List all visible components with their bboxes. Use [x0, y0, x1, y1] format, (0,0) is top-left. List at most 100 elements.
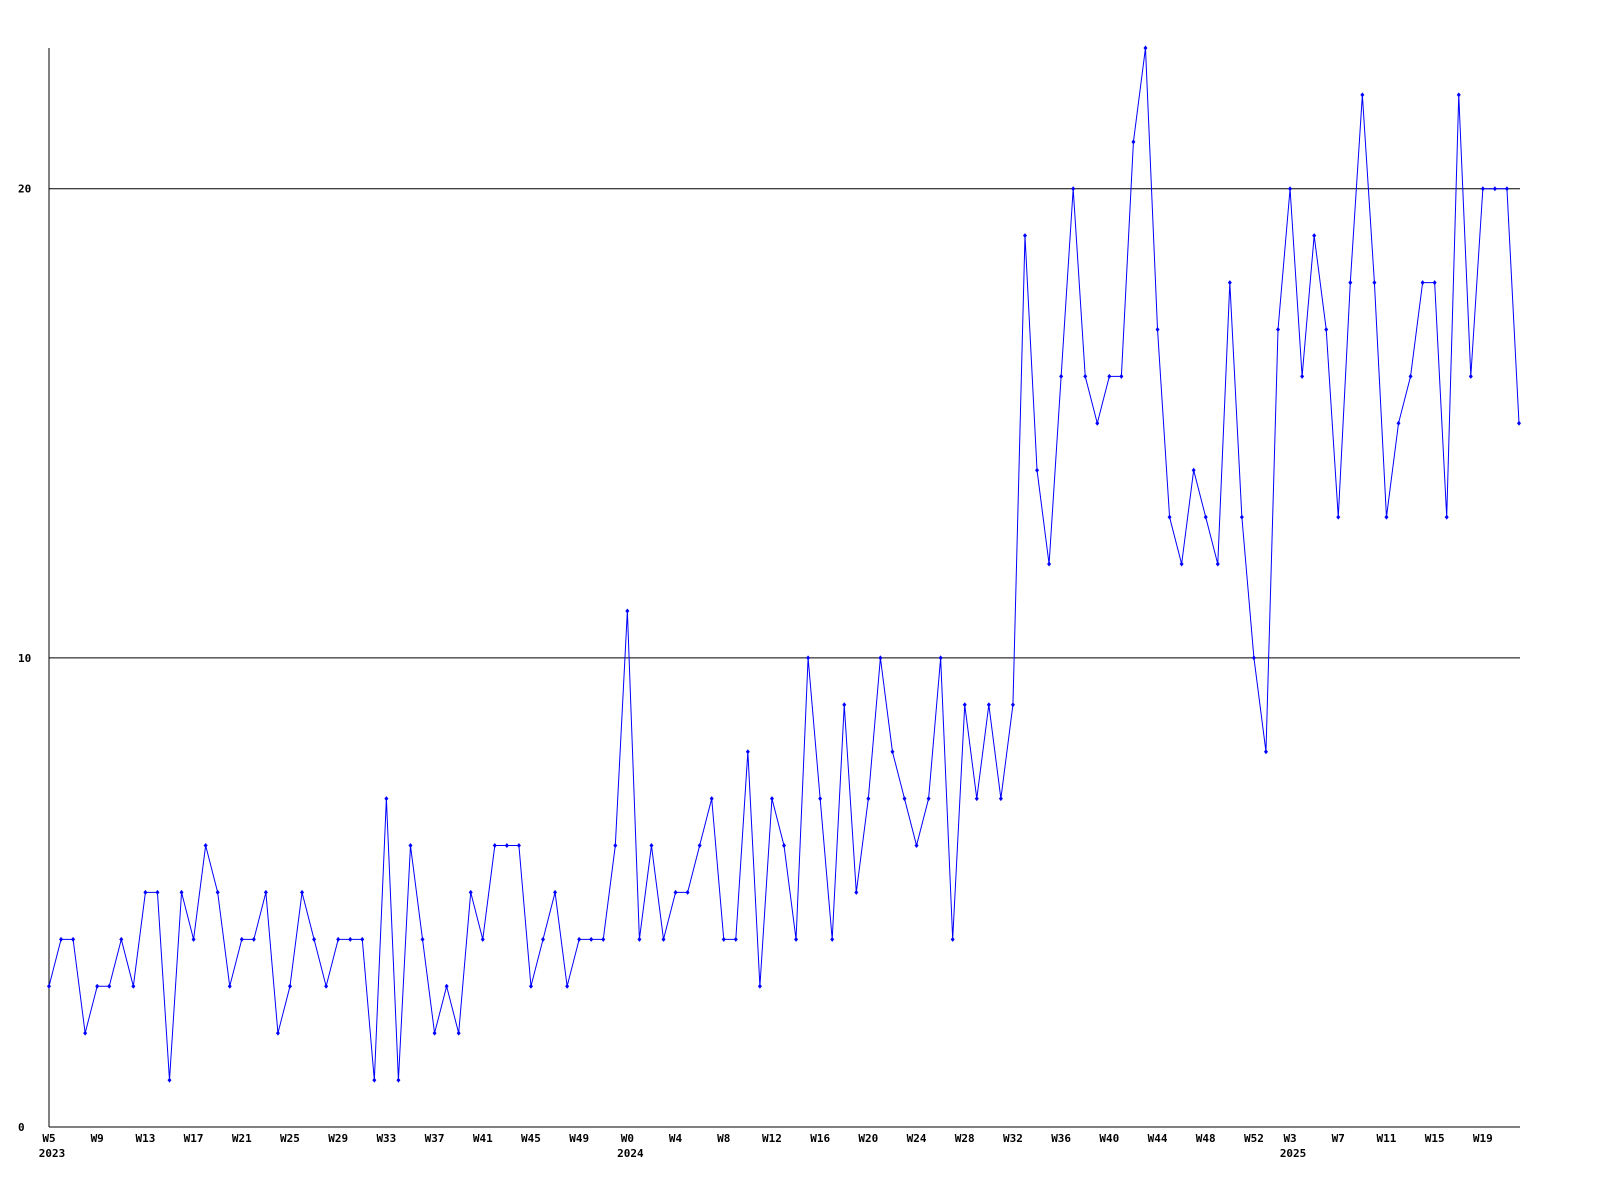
- point: [890, 749, 895, 755]
- point: [119, 936, 124, 942]
- x-tick-label: W33: [376, 1132, 396, 1145]
- x-tick-label: W19: [1473, 1132, 1493, 1145]
- point: [1191, 467, 1196, 473]
- point: [468, 889, 473, 895]
- x-tick-label: W45: [521, 1132, 541, 1145]
- point: [1300, 373, 1305, 379]
- point: [492, 843, 497, 849]
- point: [324, 983, 329, 989]
- x-tick-label: W32: [1003, 1132, 1023, 1145]
- point: [541, 936, 546, 942]
- point: [143, 889, 148, 895]
- point: [974, 796, 979, 802]
- point: [1155, 326, 1160, 332]
- point: [1360, 92, 1365, 98]
- point: [528, 983, 533, 989]
- x-tick-label: W0: [621, 1132, 634, 1145]
- point: [1263, 749, 1268, 755]
- point: [1324, 326, 1329, 332]
- x-tick-label: W8: [717, 1132, 730, 1145]
- x-tick-label: W52: [1244, 1132, 1264, 1145]
- point: [420, 936, 425, 942]
- point: [1010, 702, 1015, 708]
- point: [372, 1077, 377, 1083]
- point: [962, 702, 967, 708]
- point: [456, 1030, 461, 1036]
- x-tick-label: W3: [1283, 1132, 1296, 1145]
- point: [263, 889, 268, 895]
- point: [1288, 186, 1293, 192]
- x-tick-label: W21: [232, 1132, 252, 1145]
- point: [926, 796, 931, 802]
- x-tick-label: W13: [135, 1132, 155, 1145]
- point: [203, 843, 208, 849]
- point: [1119, 373, 1124, 379]
- point: [1432, 280, 1437, 286]
- x-year-label: 2023: [39, 1147, 66, 1160]
- point: [1251, 655, 1256, 661]
- point: [1456, 92, 1461, 98]
- point: [902, 796, 907, 802]
- point: [637, 936, 642, 942]
- x-tick-label: W16: [810, 1132, 830, 1145]
- point: [601, 936, 606, 942]
- point: [396, 1077, 401, 1083]
- point: [1420, 280, 1425, 286]
- x-tick-label: W41: [473, 1132, 493, 1145]
- x-tick-label: W17: [184, 1132, 204, 1145]
- y-tick-label: 20: [18, 183, 31, 196]
- point: [444, 983, 449, 989]
- point: [806, 655, 811, 661]
- x-year-label: 2025: [1280, 1147, 1307, 1160]
- point: [1059, 373, 1064, 379]
- point: [312, 936, 317, 942]
- point: [215, 889, 220, 895]
- point: [1504, 186, 1509, 192]
- point: [1035, 467, 1040, 473]
- point: [938, 655, 943, 661]
- point: [251, 936, 256, 942]
- point: [107, 983, 112, 989]
- point: [287, 983, 292, 989]
- point: [504, 843, 509, 849]
- point: [1047, 561, 1052, 567]
- point: [59, 936, 64, 942]
- point: [782, 843, 786, 849]
- point: [191, 936, 196, 942]
- point: [649, 843, 654, 849]
- point: [661, 936, 666, 942]
- point: [1517, 420, 1521, 426]
- point: [745, 749, 750, 755]
- point: [480, 936, 485, 942]
- point: [866, 796, 871, 802]
- y-tick-label: 0: [18, 1121, 25, 1134]
- point: [1143, 45, 1148, 51]
- point: [673, 889, 678, 895]
- point: [769, 796, 774, 802]
- point: [1107, 373, 1112, 379]
- point: [155, 889, 160, 895]
- x-tick-label: W44: [1148, 1132, 1168, 1145]
- x-tick-label: W12: [762, 1132, 782, 1145]
- point: [1276, 326, 1281, 332]
- x-year-label: 2024: [617, 1147, 644, 1160]
- point: [1492, 186, 1497, 192]
- point: [842, 702, 847, 708]
- point: [998, 796, 1003, 802]
- point: [275, 1030, 280, 1036]
- point: [300, 889, 305, 895]
- point: [47, 983, 51, 989]
- point: [1348, 280, 1353, 286]
- point: [1239, 514, 1244, 520]
- x-tick-label: W40: [1099, 1132, 1119, 1145]
- point: [709, 796, 714, 802]
- point: [71, 936, 76, 942]
- x-tick-label: W28: [955, 1132, 975, 1145]
- point: [565, 983, 570, 989]
- x-tick-label: W24: [907, 1132, 927, 1145]
- point: [625, 608, 630, 614]
- point: [1179, 561, 1184, 567]
- point: [818, 796, 823, 802]
- point: [348, 936, 353, 942]
